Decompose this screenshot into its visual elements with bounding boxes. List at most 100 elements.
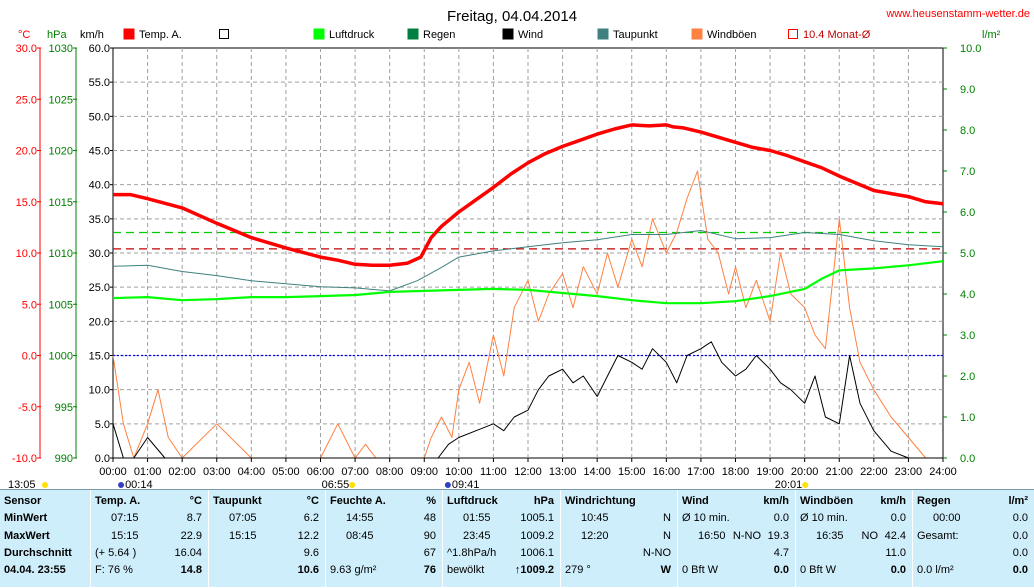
dew-max-time: 15:15 (229, 530, 257, 542)
rain-tick-label: 1.0 (960, 412, 975, 424)
temp-tick-label: -5.0 (18, 402, 37, 414)
temp-tick-label: 0.0 (22, 351, 37, 363)
wind-tick-label: 60.0 (89, 43, 110, 55)
rain-avg-value: 0.0 (1012, 547, 1028, 559)
gust-avg-value: 11.0 (885, 547, 906, 559)
legend-label: Taupunkt (613, 29, 658, 41)
pressure-column: Luftdruck hPa 01:55 1005.1 23:45 1009.2 ^1.… (442, 490, 560, 588)
rain-tick-label: 7.0 (960, 166, 975, 178)
x-tick-label: 07:00 (341, 466, 369, 478)
rain-max-value: 0.0 (1012, 530, 1028, 542)
pressure-now-extra: bewölkt (447, 564, 485, 576)
winddir-column: Windrichtung 10:45 N 12:20 N N-NO 279 ° W (560, 490, 677, 588)
wind-tick-label: 5.0 (95, 419, 110, 431)
rain-unit: l/m² (1008, 495, 1028, 507)
moonset-label: 00:14 (125, 479, 153, 490)
moon-left-marker (42, 482, 48, 488)
x-tick-label: 10:00 (445, 466, 473, 478)
pressure-unit: hPa (533, 495, 554, 507)
legend-swatch (597, 28, 609, 40)
dew-avg-value: 9.6 (303, 547, 319, 559)
gust-now-value: 0.0 (890, 564, 906, 576)
humidity-title: Feuchte A. (330, 495, 386, 507)
wind-tick-label: 15.0 (89, 351, 110, 363)
rain-column: Regen l/m² 00:00 0.0 Gesamt: 0.0 0.0 0.0 l/… (912, 490, 1034, 588)
rain-now-value: 0.0 (1012, 564, 1028, 576)
row-label-min: MinWert (4, 512, 48, 524)
winddir-min-value: N (663, 512, 671, 524)
pressure-unit: hPa (47, 29, 67, 41)
humidity-max-value: 90 (423, 530, 436, 542)
dew-unit: °C (306, 495, 319, 507)
wind-max-value: 19.3 (767, 530, 789, 542)
winddir-now-extra: 279 ° (565, 564, 591, 576)
gust-min-value: 0.0 (890, 512, 906, 524)
pressure-tick-label: 1010 (49, 248, 73, 260)
humidity-now-value: 76 (423, 564, 436, 576)
winddir-min-time: 10:45 (581, 512, 609, 524)
legend-swatch (123, 28, 135, 40)
row-label-column: Sensor MinWert MaxWert Durchschnitt 04.0… (0, 490, 90, 588)
wind-now-value: 0.0 (773, 564, 789, 576)
legend-swatch (502, 28, 514, 40)
wind-now-extra: 0 Bft W (682, 564, 719, 576)
humidity-column: Feuchte A.% 14:55 48 08:45 90 67 9.63 g/m²… (325, 490, 442, 588)
website-label[interactable]: www.heusenstamm-wetter.de (885, 8, 1030, 20)
x-tick-label: 06:00 (307, 466, 335, 478)
x-axis-labels: 00:00 01:00 02:00 03:00 04:00 05:00 06:00 07:00… (99, 458, 957, 478)
wind-tick-label: 20.0 (89, 316, 110, 328)
rain-tick-label: 4.0 (960, 289, 975, 301)
x-tick-label: 21:00 (825, 466, 853, 478)
wind-tick-label: 45.0 (89, 146, 110, 158)
dew-min-time: 07:05 (229, 512, 257, 524)
dew-min-value: 6.2 (303, 512, 319, 524)
series-line-windb-en (112, 170, 943, 459)
dew-column: Taupunkt °C 07:05 6.2 15:15 12.2 9.6 10.6 (208, 490, 325, 588)
dew-now-value: 10.6 (297, 564, 319, 576)
pressure-tick-label: 995 (55, 402, 73, 414)
humidity-avg-value: 67 (423, 547, 436, 559)
temp-avg-extra: (+ 5.64 ) (95, 547, 137, 559)
winddir-max-time: 12:20 (581, 530, 609, 542)
temp-tick-label: -10.0 (12, 453, 37, 465)
pressure-tick-label: 1020 (49, 146, 73, 158)
wind-min-value: 0.0 (773, 512, 789, 524)
wind-tick-label: 25.0 (89, 282, 110, 294)
pressure-now-value: ↑1009.2 (514, 564, 554, 576)
dew-max-value: 12.2 (297, 530, 319, 542)
x-tick-label: 13:00 (549, 466, 577, 478)
dew-title: Taupunkt (213, 495, 262, 507)
temp-min-value: 8.7 (186, 512, 202, 524)
x-tick-label: 01:00 (134, 466, 162, 478)
wind-tick-label: 0.0 (95, 453, 110, 465)
temp-title: Temp. A. (95, 495, 141, 507)
humidity-max-time: 08:45 (346, 530, 374, 542)
pressure-max-value: 1009.2 (520, 530, 554, 542)
x-tick-label: 17:00 (687, 466, 715, 478)
legend-swatch (788, 29, 798, 39)
gust-max-time: 16:35 (816, 530, 844, 542)
row-label-now: 04.04. 23:55 (4, 564, 66, 576)
x-tick-label: 15:00 (618, 466, 646, 478)
gust-min-time: Ø 10 min. (800, 512, 848, 524)
legend-swatch (407, 28, 419, 40)
wind-tick-label: 10.0 (89, 385, 110, 397)
sunset-marker (802, 482, 809, 488)
x-tick-label: 09:00 (410, 466, 438, 478)
rain-tick-label: 6.0 (960, 207, 975, 219)
temp-max-time: 15:15 (111, 530, 139, 542)
temp-max-value: 22.9 (180, 530, 202, 542)
rain-now-extra: 0.0 l/m² (917, 564, 954, 576)
humidity-now-extra: 9.63 g/m² (330, 564, 377, 576)
moonrise-label: 09:41 (452, 479, 480, 490)
temp-min-time: 07:15 (111, 512, 139, 524)
moonset-marker (118, 482, 125, 488)
pressure-avg-extra: ^1.8hPa/h (447, 547, 497, 559)
pressure-max-time: 23:45 (463, 530, 491, 542)
x-tick-label: 14:00 (583, 466, 611, 478)
temp-tick-label: 20.0 (16, 146, 37, 158)
gust-unit: km/h (880, 495, 906, 507)
winddir-now-value: W (660, 564, 671, 576)
rain-tick-label: 9.0 (960, 84, 975, 96)
gust-column: Windböen km/h Ø 10 min. 0.0 16:35 NO 42.4 11… (795, 490, 912, 588)
